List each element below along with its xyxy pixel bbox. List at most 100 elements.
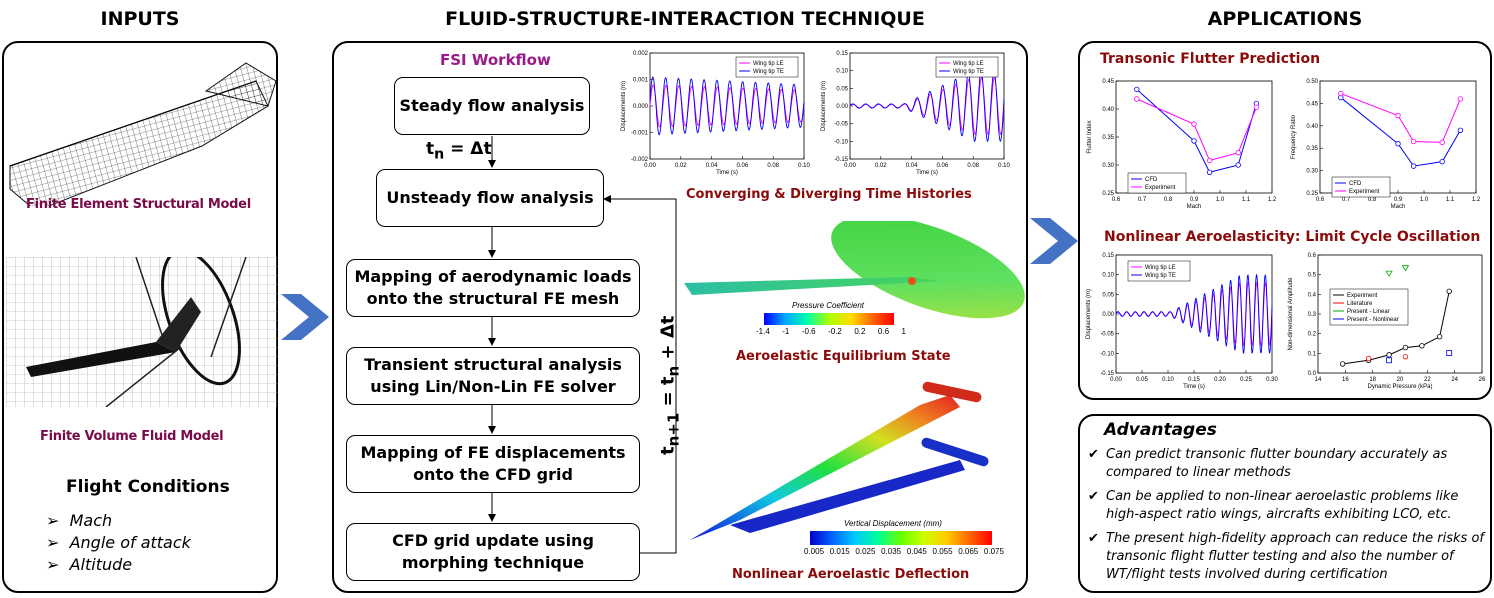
x-tick-label: 0.7 bbox=[1342, 197, 1351, 203]
data-point bbox=[1395, 112, 1401, 119]
colorbar-tick-label: -1 bbox=[782, 327, 790, 336]
x-axis-label: Time (s) bbox=[916, 170, 938, 176]
y-tick-label: 0.6 bbox=[1308, 253, 1317, 259]
y-tick-label: 0.002 bbox=[633, 51, 649, 57]
colorbar-tick-label: 0.6 bbox=[877, 327, 890, 336]
data-point bbox=[1446, 350, 1453, 356]
y-tick-label: 0.40 bbox=[1306, 124, 1318, 130]
data-point bbox=[1402, 353, 1409, 360]
checkmark-icon: ✔ bbox=[1088, 531, 1099, 546]
data-point bbox=[1253, 104, 1260, 111]
y-tick-label: 0.45 bbox=[1306, 101, 1318, 107]
x-tick-label: 0.20 bbox=[1214, 377, 1226, 383]
data-point bbox=[1401, 265, 1410, 272]
legend-label: CFD bbox=[1349, 181, 1362, 187]
frequency-ratio-chart: 0.6 0.7 0.8 0.9 1.0 1.1 1.2 0.25 0.30 0.35 0.40 0.4… bbox=[1291, 79, 1481, 210]
x-tick-label: 18 bbox=[1369, 377, 1376, 383]
x-tick-label: 0.02 bbox=[875, 163, 887, 169]
y-axis-label: Displacements (m) bbox=[821, 81, 827, 131]
data-point bbox=[1439, 158, 1445, 165]
x-tick-label: 20 bbox=[1397, 377, 1404, 383]
applications-header: APPLICATIONS bbox=[1207, 8, 1363, 30]
step-transient-structural-analysis: Transient structural analysis using Lin/… bbox=[346, 347, 640, 405]
series-line bbox=[849, 69, 1005, 143]
checkmark-icon: ✔ bbox=[1088, 447, 1099, 462]
x-tick-label: 1.0 bbox=[1420, 197, 1429, 203]
condition-item-altitude: ➢ Altitude bbox=[46, 555, 132, 574]
plot-frame bbox=[1319, 80, 1477, 194]
x-axis-label: Dynamic Pressure (kPa) bbox=[1367, 384, 1432, 390]
chevron-right-icon bbox=[281, 294, 329, 340]
y-tick-label: 0.4 bbox=[1308, 292, 1317, 298]
legend-label: Wing tip LE bbox=[1145, 265, 1176, 271]
y-tick-label: 0.25 bbox=[1306, 191, 1318, 197]
x-tick-label: 0.00 bbox=[644, 163, 656, 169]
colorbar-tick-label: 0.005 bbox=[804, 547, 825, 556]
diverging-time-history-chart: 0.00 0.02 0.04 0.06 0.08 0.10 -0.15 -0.10 -0.05 0… bbox=[821, 51, 1010, 176]
chevron-right-icon bbox=[1030, 218, 1078, 264]
workflow-title: FSI Workflow bbox=[440, 51, 551, 69]
x-tick-label: 0.04 bbox=[906, 163, 918, 169]
data-point bbox=[1339, 361, 1346, 367]
y-tick-label: 0.00 bbox=[836, 104, 848, 110]
colorbar-tick-label: 0.045 bbox=[906, 547, 927, 556]
fsi-header: FLUID-STRUCTURE-INTERACTION TECHNIQUE bbox=[445, 8, 925, 30]
x-tick-label: 0.25 bbox=[1240, 377, 1252, 383]
x-tick-label: 26 bbox=[1479, 377, 1486, 383]
fe-structural-model-image bbox=[9, 62, 277, 206]
x-tick-label: 1.2 bbox=[1268, 197, 1277, 203]
condition-label: Angle of attack bbox=[69, 533, 191, 552]
pressure-colorbar bbox=[764, 313, 894, 325]
lco-amplitude-chart: 14 16 18 20 22 24 26 0.0 0.1 0.2 0.3 0.4 0.5 0.6 Dynam… bbox=[1288, 253, 1486, 390]
x-tick-label: 0.10 bbox=[1162, 377, 1174, 383]
data-point bbox=[1206, 157, 1213, 164]
x-tick-label: 0.10 bbox=[798, 163, 810, 169]
y-tick-label: 0.30 bbox=[1306, 169, 1318, 175]
time-step-label: tn = Δt bbox=[426, 139, 492, 163]
legend-label: Literature bbox=[1347, 301, 1373, 307]
data-point bbox=[1410, 163, 1417, 169]
legend-box bbox=[1127, 260, 1191, 282]
colorbar-tick-label: -0.2 bbox=[828, 327, 842, 336]
colorbar-tick-label: 1 bbox=[901, 327, 906, 336]
flutter-prediction-caption: Transonic Flutter Prediction bbox=[1100, 51, 1321, 67]
x-tick-label: 16 bbox=[1342, 377, 1349, 383]
y-tick-label: 0.10 bbox=[1102, 273, 1114, 279]
data-point bbox=[1457, 96, 1464, 102]
inputs-header: INPUTS bbox=[100, 8, 180, 30]
y-tick-label: -0.15 bbox=[834, 157, 848, 163]
arrow-bullet-icon: ➢ bbox=[46, 555, 60, 574]
data-point bbox=[1191, 121, 1197, 127]
step-steady-flow-analysis: Steady flow analysis bbox=[394, 77, 590, 135]
colorbar-tick-label: -1.4 bbox=[756, 327, 770, 336]
x-tick-label: 0.00 bbox=[1110, 377, 1122, 383]
x-axis-label: Time (s) bbox=[716, 170, 738, 176]
y-tick-label: 0.50 bbox=[1306, 79, 1318, 85]
y-tick-label: 0.45 bbox=[1102, 79, 1114, 85]
displacement-colorbar-title: Vertical Displacement (mm) bbox=[844, 519, 942, 528]
flight-conditions-title: Flight Conditions bbox=[66, 477, 230, 497]
colorbar-tick-label: 0.035 bbox=[881, 547, 902, 556]
legend-label: Wing tip TE bbox=[753, 69, 784, 75]
flutter-index-chart: 0.6 0.7 0.8 0.9 1.0 1.1 1.2 0.25 0.30 0.35 0.40 0.4… bbox=[1087, 79, 1277, 210]
y-tick-label: 0.25 bbox=[1102, 191, 1114, 197]
step-mapping-aero-loads: Mapping of aerodynamic loads onto the st… bbox=[346, 259, 640, 317]
y-tick-label: 0.15 bbox=[836, 51, 848, 57]
x-tick-label: 1.2 bbox=[1472, 197, 1481, 203]
displacement-colorbar bbox=[810, 531, 992, 545]
condition-item-mach: ➢ Mach bbox=[46, 511, 112, 530]
y-tick-label: -0.10 bbox=[1100, 351, 1114, 357]
x-tick-label: 0.00 bbox=[844, 163, 856, 169]
data-point bbox=[1191, 138, 1197, 144]
y-tick-label: -0.05 bbox=[1100, 332, 1114, 338]
y-tick-label: 0.000 bbox=[633, 104, 649, 110]
data-point bbox=[1338, 90, 1344, 97]
x-tick-label: 0.08 bbox=[767, 163, 779, 169]
y-tick-label: 0.0 bbox=[1308, 371, 1317, 377]
legend-label: Experiment bbox=[1145, 185, 1176, 191]
fe-model-caption: Finite Element Structural Model bbox=[26, 197, 251, 212]
condition-label: Altitude bbox=[69, 555, 133, 574]
y-tick-label: 0.2 bbox=[1308, 332, 1317, 338]
pressure-colorbar-ticks: -1.4 -1 -0.6 -0.2 0.2 0.6 1 bbox=[756, 327, 906, 336]
advantage-item: ✔ Can predict transonic flutter boundary … bbox=[1088, 447, 1448, 480]
